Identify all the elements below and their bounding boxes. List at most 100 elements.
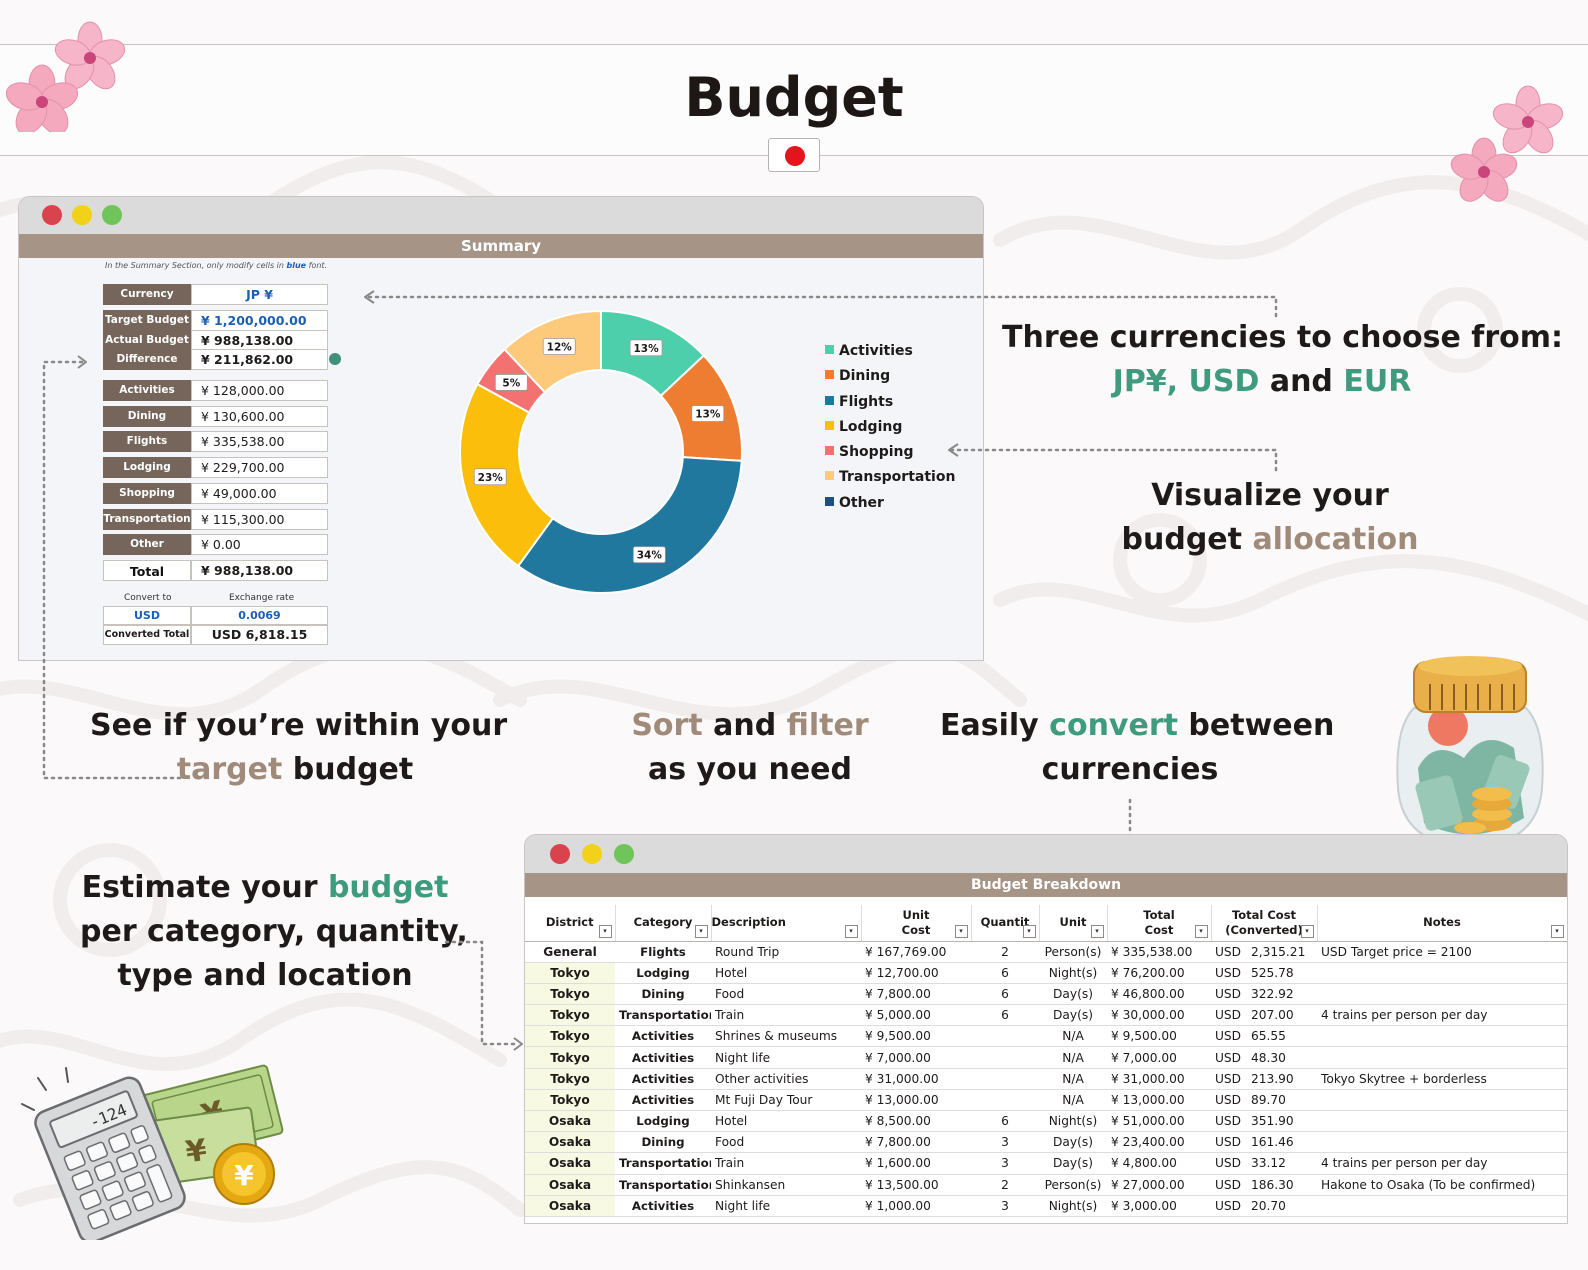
cell-qty[interactable]: 3	[971, 1195, 1039, 1217]
cell-converted-total[interactable]: USD 89.70	[1211, 1089, 1317, 1112]
table-row[interactable]: Osaka Lodging Hotel ¥ 8,500.00 6 Night(s) ¥ 51…	[525, 1110, 1567, 1133]
cell-converted-total[interactable]: USD 207.00	[1211, 1004, 1317, 1027]
cell-category[interactable]: Lodging	[615, 962, 711, 984]
cell-notes[interactable]	[1317, 1131, 1567, 1154]
cell-qty[interactable]: 2	[971, 1174, 1039, 1196]
cell-qty[interactable]: 3	[971, 1131, 1039, 1154]
cell-unit-cost[interactable]: ¥ 7,000.00	[861, 1046, 971, 1069]
cell-unit[interactable]: Person(s)	[1039, 1174, 1107, 1196]
cell-category[interactable]: Lodging	[615, 1110, 711, 1133]
cell-description[interactable]: Hotel	[711, 1110, 861, 1133]
cell-unit[interactable]: Night(s)	[1039, 1195, 1107, 1217]
cell-unit-cost[interactable]: ¥ 7,800.00	[861, 1131, 971, 1154]
cell-notes[interactable]	[1317, 1089, 1567, 1112]
cell-unit[interactable]: Day(s)	[1039, 1004, 1107, 1027]
cell-converted-total[interactable]: USD 213.90	[1211, 1068, 1317, 1090]
cell-qty[interactable]: 6	[971, 983, 1039, 1006]
cell-category[interactable]: Transportation	[615, 1004, 711, 1027]
cell-category[interactable]: Dining	[615, 983, 711, 1006]
cell-unit-cost[interactable]: ¥ 7,800.00	[861, 983, 971, 1006]
cell-district[interactable]: Tokyo	[525, 1046, 615, 1069]
cell-category[interactable]: Activities	[615, 1195, 711, 1217]
filter-dropdown-icon[interactable]: ▾	[1300, 924, 1314, 938]
cell-unit[interactable]: N/A	[1039, 1046, 1107, 1069]
cell-unit-cost[interactable]: ¥ 167,769.00	[861, 941, 971, 963]
cell-district[interactable]: Osaka	[525, 1110, 615, 1133]
cell-notes[interactable]: USD Target price = 2100	[1317, 941, 1567, 963]
exchange-rate-input[interactable]: 0.0069	[191, 606, 328, 625]
cell-notes[interactable]	[1317, 1025, 1567, 1048]
table-row[interactable]: Osaka Dining Food ¥ 7,800.00 3 Day(s) ¥ 23,400…	[525, 1131, 1567, 1154]
column-header[interactable]: Unit Cost ▾	[861, 905, 972, 942]
filter-dropdown-icon[interactable]: ▾	[954, 924, 968, 938]
cell-converted-total[interactable]: USD 322.92	[1211, 983, 1317, 1006]
minimize-window-button[interactable]	[582, 844, 602, 864]
table-row[interactable]: Tokyo Dining Food ¥ 7,800.00 6 Day(s) ¥ 46,800…	[525, 983, 1567, 1006]
cell-unit[interactable]: N/A	[1039, 1025, 1107, 1048]
column-header[interactable]: Category ▾	[615, 905, 712, 942]
cell-qty[interactable]	[971, 1025, 1039, 1048]
cell-description[interactable]: Food	[711, 1131, 861, 1154]
cell-description[interactable]: Night life	[711, 1046, 861, 1069]
table-row[interactable]: Osaka Transportation Shinkansen ¥ 13,500.00…	[525, 1174, 1567, 1196]
cell-notes[interactable]	[1317, 983, 1567, 1006]
cell-unit-cost[interactable]: ¥ 31,000.00	[861, 1068, 971, 1090]
cell-description[interactable]: Food	[711, 983, 861, 1006]
table-row[interactable]: Tokyo Transportation Train ¥ 5,000.00 6 Day(s…	[525, 1004, 1567, 1027]
cell-total[interactable]: ¥ 7,000.00	[1107, 1046, 1211, 1069]
cell-category[interactable]: Transportation	[615, 1174, 711, 1196]
close-window-button[interactable]	[42, 205, 62, 225]
cell-total[interactable]: ¥ 4,800.00	[1107, 1152, 1211, 1175]
cell-qty[interactable]	[971, 1089, 1039, 1112]
cell-total[interactable]: ¥ 27,000.00	[1107, 1174, 1211, 1196]
cell-qty[interactable]	[971, 1068, 1039, 1090]
filter-dropdown-icon[interactable]: ▾	[694, 924, 708, 938]
cell-converted-total[interactable]: USD 161.46	[1211, 1131, 1317, 1154]
cell-converted-total[interactable]: USD 2,315.21	[1211, 941, 1317, 963]
cell-district[interactable]: Tokyo	[525, 1004, 615, 1027]
cell-notes[interactable]: Tokyo Skytree + borderless	[1317, 1068, 1567, 1090]
cell-category[interactable]: Activities	[615, 1068, 711, 1090]
column-header[interactable]: Total Cost ▾	[1107, 905, 1212, 942]
cell-unit[interactable]: Day(s)	[1039, 983, 1107, 1006]
cell-unit[interactable]: Person(s)	[1039, 941, 1107, 963]
cell-total[interactable]: ¥ 51,000.00	[1107, 1110, 1211, 1133]
cell-description[interactable]: Shrines & museums	[711, 1025, 861, 1048]
cell-converted-total[interactable]: USD 65.55	[1211, 1025, 1317, 1048]
cell-district[interactable]: Osaka	[525, 1195, 615, 1217]
cell-description[interactable]: Shinkansen	[711, 1174, 861, 1196]
convert-currency-select[interactable]: USD	[103, 606, 191, 625]
currency-select[interactable]: JP ¥	[191, 284, 328, 305]
table-row[interactable]: Tokyo Lodging Hotel ¥ 12,700.00 6 Night(s) ¥ 7…	[525, 962, 1567, 984]
cell-total[interactable]: ¥ 335,538.00	[1107, 941, 1211, 963]
filter-dropdown-icon[interactable]: ▾	[844, 924, 858, 938]
minimize-window-button[interactable]	[72, 205, 92, 225]
cell-description[interactable]: Train	[711, 1004, 861, 1027]
table-row[interactable]: Tokyo Activities Shrines & museums ¥ 9,500.…	[525, 1025, 1567, 1048]
cell-total[interactable]: ¥ 76,200.00	[1107, 962, 1211, 984]
cell-total[interactable]: ¥ 13,000.00	[1107, 1089, 1211, 1112]
cell-description[interactable]: Hotel	[711, 962, 861, 984]
cell-district[interactable]: Osaka	[525, 1131, 615, 1154]
cell-converted-total[interactable]: USD 20.70	[1211, 1195, 1317, 1217]
column-header[interactable]: Notes ▾	[1317, 905, 1567, 942]
cell-qty[interactable]: 6	[971, 1004, 1039, 1027]
cell-unit[interactable]: N/A	[1039, 1068, 1107, 1090]
cell-description[interactable]: Mt Fuji Day Tour	[711, 1089, 861, 1112]
cell-description[interactable]: Train	[711, 1152, 861, 1175]
column-header[interactable]: Description ▾	[711, 905, 862, 942]
cell-description[interactable]: Round Trip	[711, 941, 861, 963]
cell-qty[interactable]: 3	[971, 1152, 1039, 1175]
cell-category[interactable]: Activities	[615, 1046, 711, 1069]
cell-unit-cost[interactable]: ¥ 12,700.00	[861, 962, 971, 984]
cell-notes[interactable]: Hakone to Osaka (To be confirmed)	[1317, 1174, 1567, 1196]
cell-notes[interactable]	[1317, 1046, 1567, 1069]
cell-district[interactable]: Tokyo	[525, 1089, 615, 1112]
close-window-button[interactable]	[550, 844, 570, 864]
cell-district[interactable]: General	[525, 941, 615, 963]
cell-unit[interactable]: Day(s)	[1039, 1131, 1107, 1154]
cell-qty[interactable]: 6	[971, 1110, 1039, 1133]
column-header[interactable]: Unit ▾	[1039, 905, 1108, 942]
filter-dropdown-icon[interactable]: ▾	[1090, 924, 1104, 938]
cell-notes[interactable]	[1317, 1110, 1567, 1133]
